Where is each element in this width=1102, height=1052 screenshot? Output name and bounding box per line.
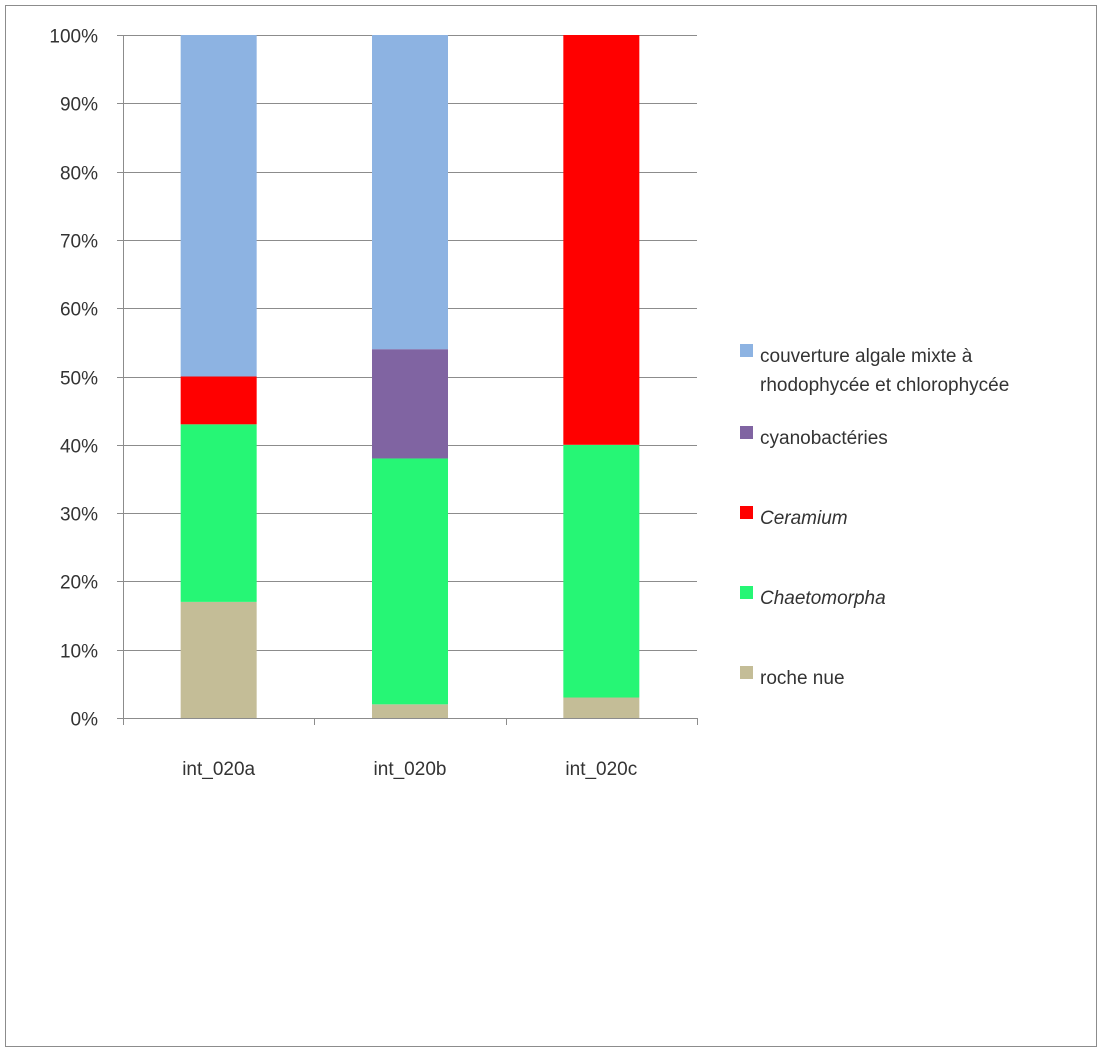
bar-segment: [180, 35, 257, 377]
bar-segment: [180, 376, 257, 425]
bar-segment: [563, 697, 640, 718]
legend-swatch: [740, 426, 753, 439]
legend-swatch: [740, 506, 753, 519]
bar-segment: [180, 424, 257, 602]
y-tick-label: 0%: [71, 710, 99, 731]
y-tick-label: 80%: [60, 164, 98, 185]
legend-label: Ceramium: [760, 508, 848, 529]
bar-segment: [563, 444, 640, 698]
y-tick-label: 50%: [60, 369, 98, 390]
legend-label: couverture algale mixte à rhodophycée et …: [760, 346, 1009, 396]
y-tick-label: 70%: [60, 232, 98, 253]
x-tick-labels: int_020a int_020b int_020c: [182, 759, 637, 780]
x-tick-label: int_020c: [565, 759, 637, 780]
y-tick-label: 100%: [49, 27, 98, 48]
y-tick-label: 30%: [60, 505, 98, 526]
bar-segment: [563, 35, 640, 445]
y-tick-label: 90%: [60, 95, 98, 116]
axes: [117, 35, 698, 725]
legend-label: roche nue: [760, 668, 845, 689]
x-tick-label: int_020a: [182, 759, 255, 780]
bar-segment: [372, 349, 448, 459]
legend-swatch: [740, 666, 753, 679]
bars: [180, 35, 640, 718]
x-tick-label: int_020b: [374, 759, 447, 780]
legend-label: cyanobactéries: [760, 428, 888, 449]
legend-swatch: [740, 586, 753, 599]
legend: couverture algale mixte à rhodophycée et …: [740, 344, 1009, 689]
y-tick-labels: 0% 10% 20% 30% 40% 50% 60% 70% 80% 90% 100%: [49, 27, 98, 731]
y-tick-label: 40%: [60, 437, 98, 458]
bar-segment: [372, 458, 448, 705]
legend-swatch: [740, 344, 753, 357]
y-tick-label: 20%: [60, 573, 98, 594]
y-tick-label: 10%: [60, 642, 98, 663]
legend-label: Chaetomorpha: [760, 588, 886, 609]
bar-segment: [180, 601, 257, 718]
y-tick-label: 60%: [60, 300, 98, 321]
bar-segment: [372, 704, 448, 718]
bar-segment: [372, 35, 448, 350]
